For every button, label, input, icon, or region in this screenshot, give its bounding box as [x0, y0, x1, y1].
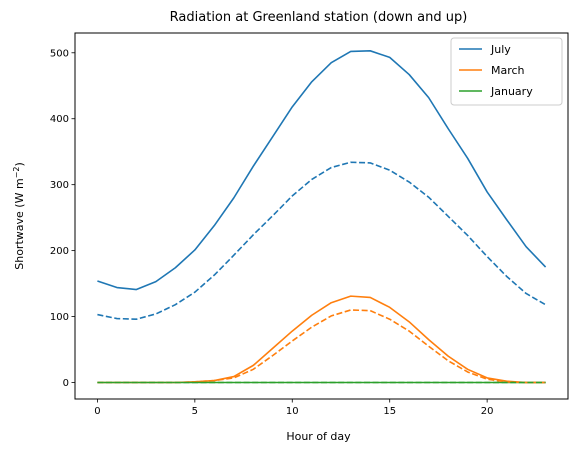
series-line-july-down — [97, 50, 547, 291]
series-group — [97, 50, 547, 384]
y-axis-title-close: ) — [13, 162, 26, 166]
y-tick-label: 200 — [50, 246, 69, 257]
series-line-series-3-up — [97, 161, 546, 321]
x-tick-label: 20 — [481, 406, 494, 417]
y-tick-label: 100 — [50, 312, 69, 323]
y-axis-title-exponent: −2 — [12, 167, 21, 179]
y-tick-label: 300 — [50, 180, 69, 191]
y-tick-label: 500 — [50, 48, 69, 59]
chart-title: Radiation at Greenland station (down and… — [170, 10, 468, 25]
y-axis-title-main: Shortwave (W m — [13, 178, 26, 269]
x-axis: 0 5 10 15 20 — [94, 399, 493, 417]
x-tick-label: 15 — [383, 406, 396, 417]
x-axis-title: Hour of day — [286, 430, 351, 443]
legend-box — [450, 37, 563, 106]
legend: July March January — [450, 37, 563, 106]
x-tick-label: 0 — [94, 406, 100, 417]
y-tick-label: 400 — [50, 114, 69, 125]
legend-label-january: January — [490, 85, 533, 98]
y-axis: 0 100 200 300 400 500 — [50, 48, 75, 389]
x-tick-label: 10 — [286, 406, 299, 417]
y-tick-label: 0 — [63, 378, 69, 389]
plot-frame — [74, 32, 569, 400]
legend-label-march: March — [491, 64, 525, 77]
x-tick-label: 5 — [192, 406, 198, 417]
legend-label-july: July — [490, 43, 511, 56]
y-axis-title: Shortwave (W m−2) — [12, 162, 26, 270]
